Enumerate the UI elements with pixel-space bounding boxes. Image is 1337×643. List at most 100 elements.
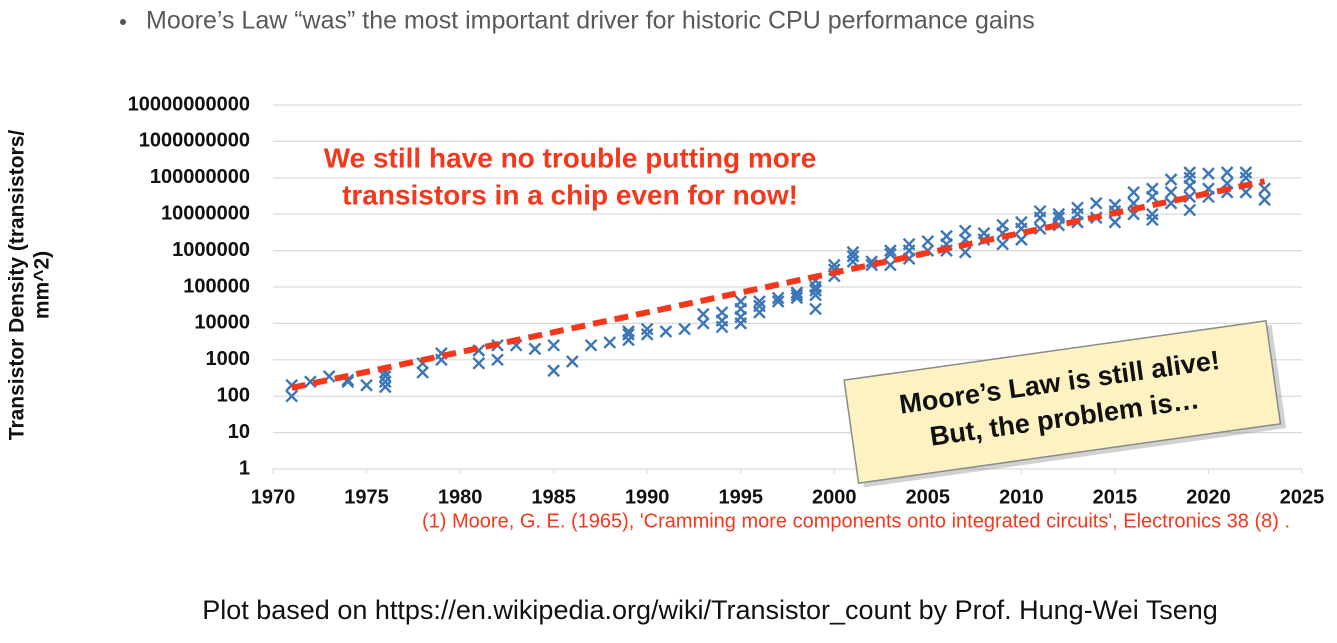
point [809, 302, 822, 316]
point [1183, 166, 1197, 179]
point [790, 288, 804, 302]
callout-rect [843, 319, 1282, 484]
point [996, 218, 1009, 232]
x-tick-label: 2010 [999, 486, 1044, 508]
point [659, 325, 673, 338]
point [640, 328, 654, 341]
y-tick-label: 1000 [206, 348, 251, 370]
point [1052, 211, 1066, 225]
x-tick-label: 2000 [812, 486, 857, 508]
point [715, 306, 729, 319]
point [1108, 198, 1122, 212]
point [921, 234, 935, 248]
x-tick-label: 2025 [1280, 486, 1325, 508]
point [1108, 215, 1122, 229]
point [1089, 196, 1103, 210]
point [565, 355, 579, 368]
point [285, 389, 299, 403]
point [1145, 213, 1159, 227]
point [1015, 233, 1028, 246]
point [790, 286, 804, 299]
point [790, 291, 804, 305]
point [884, 258, 897, 272]
point [1145, 182, 1159, 196]
point [678, 322, 691, 336]
point [696, 307, 710, 321]
y-tick-label: 100 [217, 384, 250, 406]
y-tick-label: 100000 [183, 275, 250, 297]
point [1033, 204, 1047, 218]
point [696, 317, 710, 330]
point [1015, 215, 1028, 229]
annotation: We still have no trouble putting more [324, 142, 817, 173]
y-axis-label: Transistor Density (transistors/ [6, 130, 29, 441]
point [1145, 207, 1159, 221]
point [1052, 207, 1066, 221]
point [603, 336, 617, 349]
x-tick-label: 2015 [1093, 486, 1138, 508]
callout-box: Moore’s Law is still alive! But, the pro… [843, 319, 1287, 488]
point [1183, 171, 1197, 185]
point [827, 258, 841, 272]
x-tick-label: 1970 [251, 486, 296, 508]
point [472, 356, 486, 370]
bullet-text: Moore’s Law “was” the most important dri… [146, 7, 1035, 35]
citation: (1) Moore, G. E. (1965), 'Cramming more … [422, 510, 1290, 532]
bullet-dot [120, 19, 126, 25]
y-tick-label: 10000000 [161, 202, 250, 224]
point [378, 380, 392, 394]
point [360, 378, 373, 392]
point [378, 370, 392, 383]
point [846, 245, 860, 259]
point [940, 229, 953, 243]
y-tick-label: 1000000 [172, 239, 250, 261]
x-tick-label: 1990 [625, 486, 670, 508]
x-tick-label: 1985 [531, 486, 576, 508]
point [1164, 185, 1178, 199]
point [547, 364, 560, 378]
x-tick-label: 1995 [718, 486, 763, 508]
point [753, 295, 766, 308]
y-tick-label: 10 [228, 421, 250, 443]
y-tick-label: 1 [239, 457, 250, 479]
point [491, 353, 504, 367]
point [1183, 203, 1197, 217]
point [977, 226, 991, 240]
y-axis-label: mm^2) [31, 251, 54, 319]
footer: Plot based on https://en.wikipedia.org/w… [202, 595, 1218, 625]
x-tick-label: 1980 [438, 486, 483, 508]
point [622, 328, 635, 341]
trend-line [291, 178, 1266, 391]
point [622, 325, 635, 338]
point [1239, 166, 1253, 179]
point [809, 284, 822, 297]
point [771, 291, 785, 305]
point [902, 237, 916, 251]
y-tick-label: 10000000000 [128, 93, 250, 115]
y-tick-label: 100000000 [150, 166, 250, 188]
point [547, 338, 560, 352]
point [884, 244, 897, 257]
point [1071, 201, 1084, 215]
point [771, 295, 785, 308]
point [1220, 166, 1234, 179]
annotation: transistors in a chip even for now! [342, 179, 798, 210]
point [734, 295, 748, 308]
point [378, 375, 392, 389]
point [1202, 167, 1215, 181]
point [1127, 185, 1140, 199]
x-tick-label: 1975 [344, 486, 389, 508]
point [1164, 173, 1178, 186]
x-tick-label: 2005 [906, 486, 951, 508]
point [753, 299, 766, 313]
point [528, 342, 542, 356]
y-tick-label: 10000 [194, 312, 250, 334]
point [1258, 193, 1271, 207]
point [416, 366, 430, 379]
point [640, 322, 654, 336]
y-tick-label: 1000000000 [139, 130, 250, 152]
point [846, 249, 860, 263]
point [584, 338, 598, 352]
